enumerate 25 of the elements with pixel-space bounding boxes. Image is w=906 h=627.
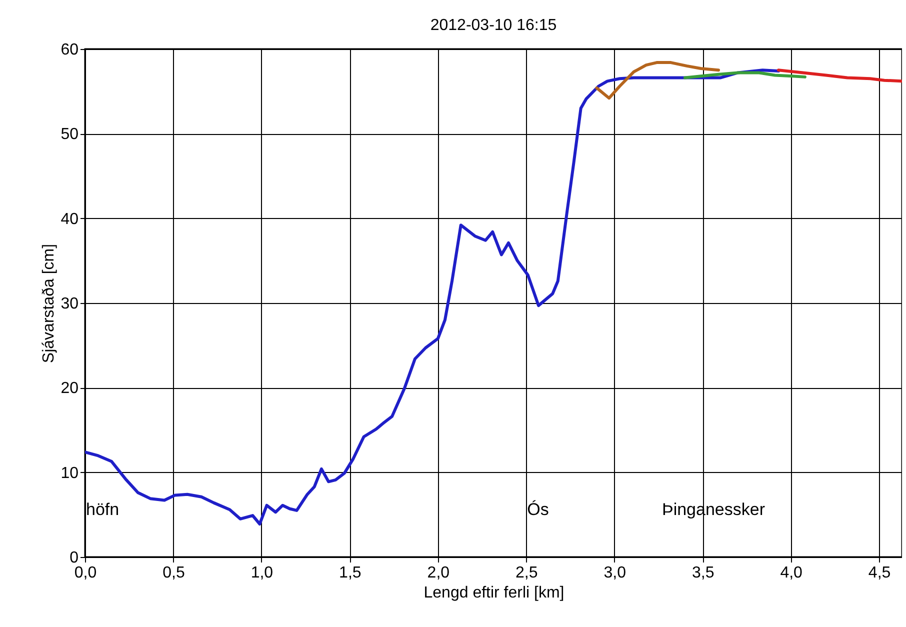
- x-tick-label: 3,0: [604, 564, 626, 582]
- y-tick-label: 50: [60, 126, 79, 144]
- annotation: höfn: [86, 500, 120, 519]
- x-tick-label: 1,5: [339, 564, 362, 582]
- x-tick-label: 2,5: [516, 564, 538, 582]
- annotation: Ós: [527, 500, 549, 519]
- y-tick-label: 40: [60, 210, 79, 228]
- y-tick-label: 0: [70, 550, 79, 566]
- y-tick-label: 10: [60, 464, 79, 482]
- line-series: [85, 68, 780, 526]
- x-axis-title: Lengd eftir ferli [km]: [424, 584, 564, 602]
- y-tick-label: 30: [60, 296, 79, 312]
- y-tick-label: 60: [60, 42, 79, 58]
- x-tick-label: 1,0: [250, 564, 274, 582]
- x-tick-label: 2,0: [427, 564, 450, 582]
- line-series: [776, 68, 902, 83]
- chart-title: 2012-03-10 16:15: [430, 17, 557, 34]
- x-tick-label: 0,0: [74, 564, 97, 582]
- x-tick-label: 4,5: [868, 564, 891, 582]
- x-tick-label: 4,0: [780, 564, 803, 582]
- y-tick-label: 20: [60, 380, 79, 398]
- line-series: [595, 61, 720, 100]
- x-tick-label: 3,5: [692, 564, 714, 582]
- y-axis-title: Sjávarstaða [cm]: [40, 244, 58, 364]
- x-tick-label: 0,5: [162, 564, 185, 582]
